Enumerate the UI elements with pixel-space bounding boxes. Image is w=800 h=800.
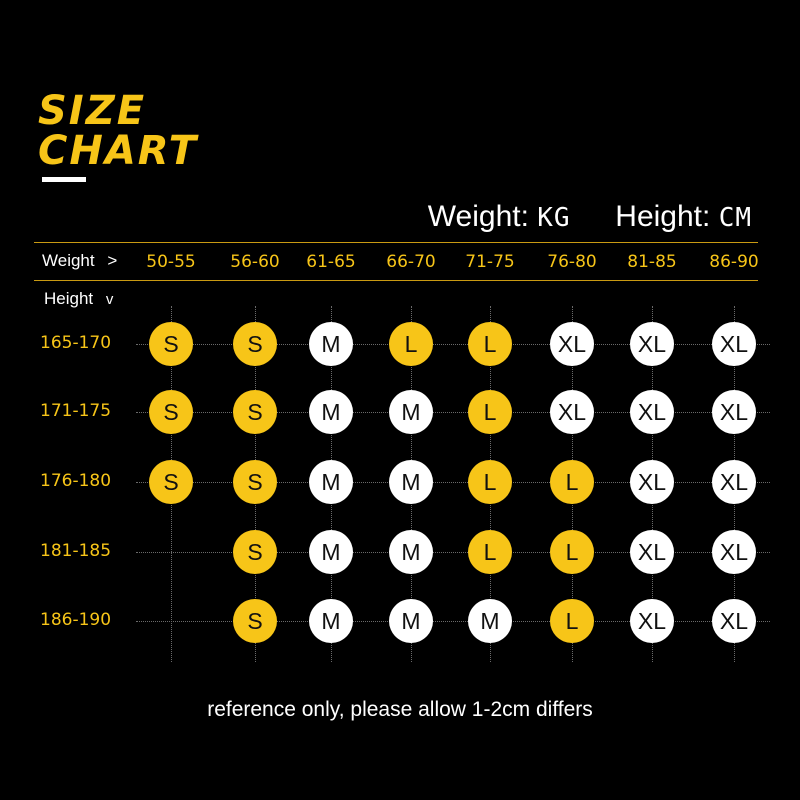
height-range-label: 165-170 — [40, 333, 112, 353]
grid-row-line — [136, 482, 770, 483]
size-badge-s: S — [233, 390, 277, 434]
weight-range-label: 61-65 — [306, 252, 356, 272]
size-badge-l: L — [550, 599, 594, 643]
weight-header-text: Weight — [42, 251, 95, 270]
weight-unit: KG — [537, 203, 571, 233]
size-badge-m: M — [389, 460, 433, 504]
size-badge-xl: XL — [712, 322, 756, 366]
weight-range-label: 50-55 — [146, 252, 196, 272]
size-badge-xl: XL — [630, 530, 674, 574]
size-badge-xl: XL — [630, 460, 674, 504]
grid-row-line — [136, 412, 770, 413]
weight-range-label: 71-75 — [465, 252, 515, 272]
height-header: Height v — [44, 289, 113, 309]
height-arrow: v — [105, 291, 114, 308]
size-badge-s: S — [149, 322, 193, 366]
size-badge-s: S — [233, 460, 277, 504]
weight-header: Weight > — [42, 251, 117, 271]
title-size: SIZE — [38, 88, 147, 134]
weight-range-label: 86-90 — [709, 252, 759, 272]
size-badge-l: L — [550, 530, 594, 574]
weight-unit-label: Weight: — [427, 200, 529, 233]
size-badge-xl: XL — [712, 460, 756, 504]
grid-row-line — [136, 552, 770, 553]
size-badge-l: L — [468, 530, 512, 574]
size-badge-l: L — [550, 460, 594, 504]
reference-note: reference only, please allow 1-2cm diffe… — [207, 698, 593, 721]
grid-row-line — [136, 621, 770, 622]
weight-range-label: 76-80 — [547, 252, 597, 272]
height-range-label: 171-175 — [40, 401, 112, 421]
size-badge-xl: XL — [712, 530, 756, 574]
weight-arrow: > — [107, 251, 118, 270]
height-header-text: Height — [44, 289, 94, 308]
header-top-rule — [34, 242, 758, 243]
header-bottom-rule — [34, 280, 758, 281]
weight-range-label: 56-60 — [230, 252, 280, 272]
size-badge-m: M — [309, 599, 353, 643]
size-badge-s: S — [233, 599, 277, 643]
size-badge-m: M — [389, 390, 433, 434]
size-badge-s: S — [149, 460, 193, 504]
title-chart: CHART — [38, 128, 199, 174]
height-range-label: 186-190 — [40, 610, 112, 630]
size-badge-xl: XL — [550, 390, 594, 434]
size-badge-m: M — [389, 530, 433, 574]
title-underline — [42, 177, 86, 182]
size-badge-s: S — [233, 322, 277, 366]
units-legend: Weight: KG Height: CM — [400, 200, 752, 234]
size-badge-m: M — [468, 599, 512, 643]
size-badge-m: M — [309, 460, 353, 504]
size-badge-m: M — [309, 322, 353, 366]
height-range-label: 181-185 — [40, 541, 112, 561]
height-unit-label: Height: — [615, 200, 711, 233]
size-badge-xl: XL — [630, 322, 674, 366]
height-unit: CM — [718, 203, 752, 233]
size-badge-s: S — [233, 530, 277, 574]
grid-row-line — [136, 344, 770, 345]
size-badge-xl: XL — [550, 322, 594, 366]
weight-range-label: 81-85 — [627, 252, 677, 272]
size-badge-xl: XL — [630, 599, 674, 643]
size-badge-xl: XL — [630, 390, 674, 434]
size-badge-l: L — [389, 322, 433, 366]
size-badge-m: M — [309, 530, 353, 574]
height-range-label: 176-180 — [40, 471, 112, 491]
size-badge-l: L — [468, 322, 512, 366]
size-badge-xl: XL — [712, 599, 756, 643]
size-badge-s: S — [149, 390, 193, 434]
size-badge-m: M — [389, 599, 433, 643]
size-badge-l: L — [468, 390, 512, 434]
weight-range-label: 66-70 — [386, 252, 436, 272]
size-badge-xl: XL — [712, 390, 756, 434]
size-badge-m: M — [309, 390, 353, 434]
size-badge-l: L — [468, 460, 512, 504]
